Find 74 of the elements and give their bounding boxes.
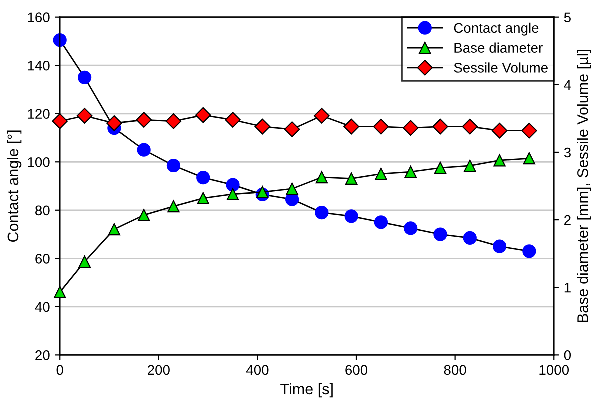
point xyxy=(53,33,67,48)
point xyxy=(256,186,269,198)
point xyxy=(286,182,298,196)
point xyxy=(373,118,390,135)
point xyxy=(345,172,358,185)
point xyxy=(196,171,210,185)
y-tick-label: 100 xyxy=(28,157,50,168)
x-tick-label: 1000 xyxy=(540,365,570,376)
y-tick-label: 60 xyxy=(36,254,50,264)
x-tick-label: 800 xyxy=(444,365,466,376)
point xyxy=(195,107,212,124)
point xyxy=(197,192,210,205)
point xyxy=(402,120,419,136)
legend-label: Contact angle xyxy=(454,22,539,36)
x-axis-title: Time [s] xyxy=(280,383,333,398)
point xyxy=(226,188,240,200)
point xyxy=(434,228,448,242)
point xyxy=(168,200,180,213)
point xyxy=(374,216,388,230)
point xyxy=(434,162,447,174)
point xyxy=(106,116,122,132)
point xyxy=(494,154,506,167)
y-axis-title: Contact angle [°] xyxy=(7,130,22,242)
point xyxy=(344,118,360,135)
y-tick-label: 20 xyxy=(36,350,50,360)
point xyxy=(522,244,536,258)
point xyxy=(108,223,121,236)
point xyxy=(522,122,538,139)
point xyxy=(462,118,478,135)
point xyxy=(404,166,417,178)
point xyxy=(523,152,536,165)
y2-tick-label: 2 xyxy=(564,215,571,226)
y2-axis-title: Base diameter [mm], Sessile Volume [µl] xyxy=(577,50,592,322)
y2-tick-label: 1 xyxy=(564,283,571,293)
y-tick-label: 40 xyxy=(35,302,50,312)
point xyxy=(226,178,240,192)
y-tick-label: 120 xyxy=(28,109,50,120)
y2-tick-label: 5 xyxy=(564,12,571,23)
x-tick-label: 600 xyxy=(346,365,368,376)
point xyxy=(344,210,358,224)
point xyxy=(52,113,68,130)
legend-label: Base diameter xyxy=(454,42,543,53)
x-tick-label: 200 xyxy=(148,365,170,376)
point xyxy=(225,112,241,128)
point xyxy=(463,231,477,245)
point xyxy=(166,158,181,173)
x-tick-label: 400 xyxy=(246,365,269,376)
point xyxy=(314,108,330,124)
point xyxy=(492,240,507,254)
legend-label: Sessile Volume xyxy=(454,62,548,73)
point xyxy=(492,122,508,139)
point xyxy=(166,113,182,130)
y2-tick-label: 3 xyxy=(564,148,571,158)
y-tick-label: 160 xyxy=(28,12,50,23)
point xyxy=(78,256,91,268)
point xyxy=(375,168,388,180)
point xyxy=(432,118,448,135)
x-tick-label: 0 xyxy=(56,365,64,376)
point xyxy=(404,222,418,236)
y-tick-label: 80 xyxy=(36,206,50,216)
point xyxy=(464,160,476,172)
point xyxy=(137,143,151,157)
y2-tick-label: 4 xyxy=(564,80,572,90)
point xyxy=(284,122,300,138)
y2-tick-label: 0 xyxy=(564,350,572,360)
point xyxy=(78,70,92,84)
point xyxy=(136,112,152,128)
point xyxy=(316,171,328,184)
point xyxy=(254,118,271,135)
point xyxy=(138,209,150,222)
point xyxy=(54,286,66,298)
y-tick-label: 140 xyxy=(28,60,50,71)
point xyxy=(315,206,329,220)
point xyxy=(76,108,93,124)
